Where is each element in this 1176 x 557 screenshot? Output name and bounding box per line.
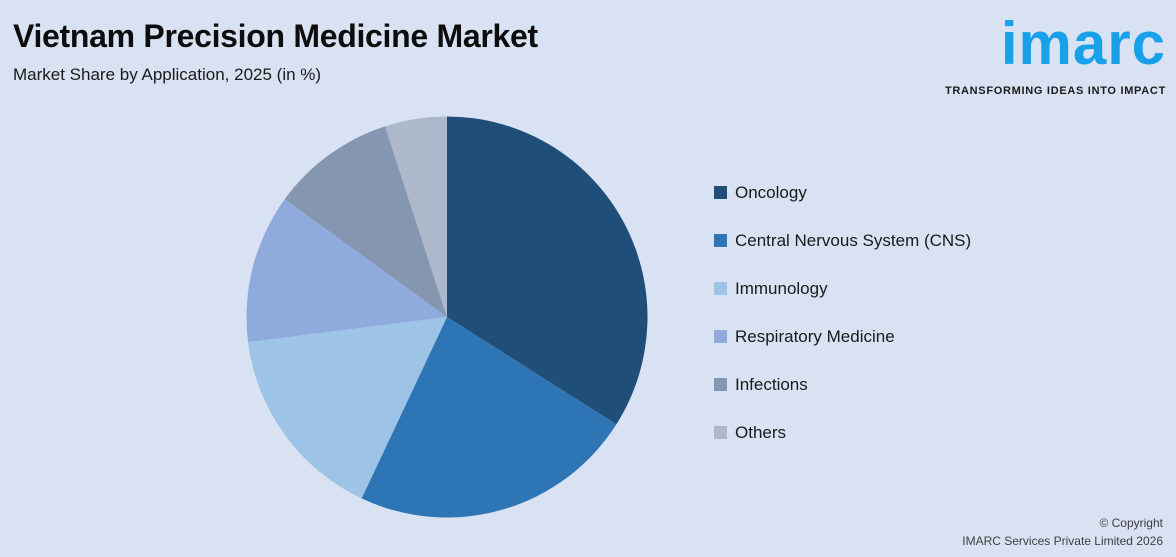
copyright-line2: IMARC Services Private Limited 2026 — [962, 533, 1163, 548]
legend: Oncology Central Nervous System (CNS) Immu… — [714, 182, 971, 470]
legend-swatch-icon — [714, 330, 727, 343]
imarc-tagline: TRANSFORMING IDEAS INTO IMPACT — [944, 85, 1166, 98]
legend-item-1: Central Nervous System (CNS) — [714, 230, 971, 251]
copyright: © Copyright IMARC Services Private Limit… — [962, 515, 1163, 550]
pie-slice-3 — [246, 199, 447, 343]
imarc-logo: imarc TRANSFORMING IDEAS INTO IMPACT — [945, 4, 1166, 97]
pie-chart-container — [246, 116, 648, 518]
pie-chart — [246, 116, 648, 518]
pie-slice-5 — [385, 116, 447, 317]
legend-label: Respiratory Medicine — [735, 326, 895, 346]
imarc-wordmark: imarc — [1000, 10, 1166, 77]
legend-swatch-icon — [714, 186, 727, 199]
legend-item-4: Infections — [714, 374, 971, 395]
pie-slice-1 — [361, 317, 617, 518]
legend-label: Central Nervous System (CNS) — [735, 230, 972, 250]
pie-slice-0 — [447, 116, 648, 425]
legend-swatch-icon — [714, 426, 727, 439]
legend-item-2: Immunology — [714, 278, 971, 299]
legend-label: Infections — [735, 374, 808, 394]
legend-swatch-icon — [714, 234, 727, 247]
legend-item-5: Others — [714, 422, 971, 443]
legend-label: Oncology — [735, 182, 807, 202]
pie-slice-4 — [284, 126, 447, 317]
page-title: Vietnam Precision Medicine Market — [13, 18, 538, 54]
legend-swatch-icon — [714, 282, 727, 295]
legend-item-0: Oncology — [714, 182, 971, 203]
legend-swatch-icon — [714, 378, 727, 391]
legend-item-3: Respiratory Medicine — [714, 326, 971, 347]
copyright-line1: © Copyright — [1099, 516, 1163, 531]
page-subtitle: Market Share by Application, 2025 (in %) — [13, 65, 322, 84]
pie-slice-2 — [248, 317, 447, 499]
legend-label: Immunology — [735, 278, 828, 298]
chart-header: Vietnam Precision Medicine Market Market… — [13, 18, 538, 85]
legend-label: Others — [735, 422, 787, 442]
